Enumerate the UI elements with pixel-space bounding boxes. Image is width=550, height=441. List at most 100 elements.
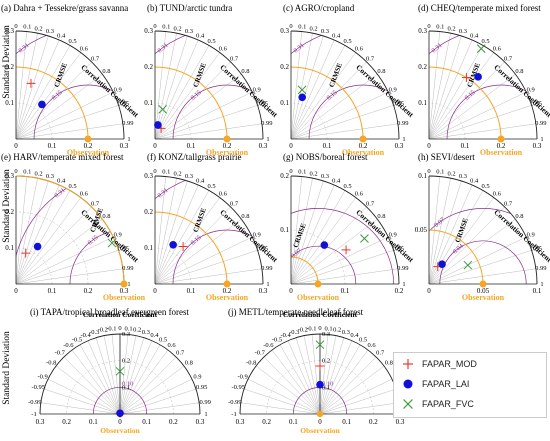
sd-arc xyxy=(428,102,466,140)
corr-gridline xyxy=(290,105,394,140)
corr-gridline xyxy=(154,39,199,140)
point-fapar_mod xyxy=(315,361,325,371)
corr-tick-label: 0 xyxy=(153,23,156,30)
corr-gridline xyxy=(319,335,337,415)
crmse-group xyxy=(429,208,537,284)
point-fapar_fvc xyxy=(107,238,117,248)
sd-tick-label-y: 0.1 xyxy=(144,99,153,107)
y-axis-label-row2: Standard Deviation xyxy=(2,169,12,243)
corr-tick-label: 1 xyxy=(402,281,405,288)
corr-gridline xyxy=(119,335,137,415)
corr-gridline xyxy=(15,218,103,285)
crmse-group xyxy=(155,176,263,284)
corr-tick-label: 0 xyxy=(289,168,292,175)
corr-gridline xyxy=(243,388,321,415)
corr-tick-label: 0.9 xyxy=(253,87,261,94)
sd-tick-label-x-neg: 0.2 xyxy=(262,418,271,426)
sd-tick-label-x: 0 xyxy=(14,142,18,150)
sd-tick-label-x: 0.1 xyxy=(142,418,151,426)
corr-tick-label: 0.99 xyxy=(397,265,408,272)
sd-tick-label-x: 0.05 xyxy=(477,287,490,295)
corr-tick-label: 0.4 xyxy=(332,177,341,184)
corr-tick-label: 0.4 xyxy=(470,177,479,184)
corr-tick-label: -0.3 xyxy=(289,329,299,336)
corr-gridline xyxy=(303,335,321,415)
corr-tick-label: 1 xyxy=(266,281,269,288)
corr-gridline xyxy=(119,337,145,415)
sd-arc xyxy=(154,102,192,140)
corr-gridline xyxy=(154,35,188,140)
corr-gridline xyxy=(290,268,398,285)
corr-gridline xyxy=(154,197,221,285)
corr-tick-label: -0.7 xyxy=(55,350,66,357)
crmse-label: 0.15 xyxy=(51,89,64,102)
corr-tick-label: 0.3 xyxy=(342,329,350,336)
corr-gridline xyxy=(119,349,169,415)
corr-tick-label: 0 xyxy=(318,325,321,332)
observation-label: Observation xyxy=(480,148,523,157)
corr-tick-label: 0.5 xyxy=(68,183,76,190)
sd-tick-label-y: 0.2 xyxy=(122,358,130,365)
corr-tick-label: 0.8 xyxy=(241,68,249,75)
sd-tick-label-x: 0.1 xyxy=(187,142,196,150)
corr-tick-label: 0 xyxy=(153,168,156,175)
crmse-label: 0.31 xyxy=(292,42,305,55)
corr-gridline xyxy=(119,365,185,415)
sd-tick-label-x: 0 xyxy=(427,142,431,150)
point-fapar_fvc xyxy=(158,105,168,114)
corr-tick-label: 0.5 xyxy=(481,183,489,190)
corr-tick-label: -0.6 xyxy=(63,342,74,349)
corr-tick-label: -0.99 xyxy=(228,399,242,406)
corr-gridline xyxy=(319,356,377,415)
corr-gridline xyxy=(428,52,494,140)
observation-label: Observation xyxy=(103,293,146,302)
corr-gridline xyxy=(119,340,153,415)
observation-point xyxy=(84,135,92,143)
corr-tick-label: -0.8 xyxy=(46,359,56,366)
sd-tick-label-y: 0.2 xyxy=(322,358,330,365)
sd-tick-label-x: 0.3 xyxy=(396,418,405,426)
observation-point xyxy=(497,135,505,143)
corr-tick-label: 0.6 xyxy=(80,191,89,198)
corr-tick-label: 1 xyxy=(402,136,405,143)
corr-tick-label: 1 xyxy=(540,281,543,288)
corr-tick-label: 0.3 xyxy=(321,173,329,180)
sd-arc xyxy=(290,102,328,140)
corr-gridline xyxy=(15,91,114,140)
sd-tick-label-y: 0.1 xyxy=(144,244,153,252)
observation-label: Observation xyxy=(206,293,249,302)
observation-label: Observation xyxy=(300,426,340,435)
sd-arc xyxy=(154,175,264,285)
corr-tick-label: -0.1 xyxy=(306,325,316,332)
corr-tick-label: -0.9 xyxy=(37,374,47,381)
legend-label: FAPAR_MOD xyxy=(422,359,477,369)
sd-tick-label-x-neg: 0.1 xyxy=(89,418,98,426)
corr-tick-label: 0.99 xyxy=(199,399,210,406)
corr-gridline xyxy=(154,206,231,285)
observation-point xyxy=(479,280,487,288)
sd-tick-label-x: 0.1 xyxy=(323,142,332,150)
corr-gridline xyxy=(319,334,329,415)
y-axis-label-row3: Standard Deviation xyxy=(2,331,12,405)
point-fapar_lai xyxy=(154,121,162,129)
corr-tick-label: 0.4 xyxy=(470,32,479,39)
corr-gridline xyxy=(290,206,367,285)
corr-gridline xyxy=(319,344,361,415)
observation-arc xyxy=(154,66,228,140)
sd-tick-label-x: 0.2 xyxy=(223,142,232,150)
corr-tick-label: 0.95 xyxy=(393,101,404,108)
sd-tick-label-x-neg: 0.1 xyxy=(289,418,298,426)
plus-marker-icon xyxy=(403,359,413,369)
sd-tick-label-y: 0.1 xyxy=(322,384,330,391)
panel-title: (j) METL/temperate needleleaf forest xyxy=(228,307,364,317)
crmse-axis-label: CRMSE xyxy=(192,207,208,234)
corr-tick-label: 0.6 xyxy=(355,191,364,198)
crmse-label: 0.15 xyxy=(326,89,339,102)
corr-tick-label: 0.9 xyxy=(527,232,535,239)
corr-tick-label: 0.7 xyxy=(91,200,100,207)
sd-arc xyxy=(15,102,53,140)
corr-gridline xyxy=(119,378,193,415)
point-fapar_mod xyxy=(341,245,351,255)
